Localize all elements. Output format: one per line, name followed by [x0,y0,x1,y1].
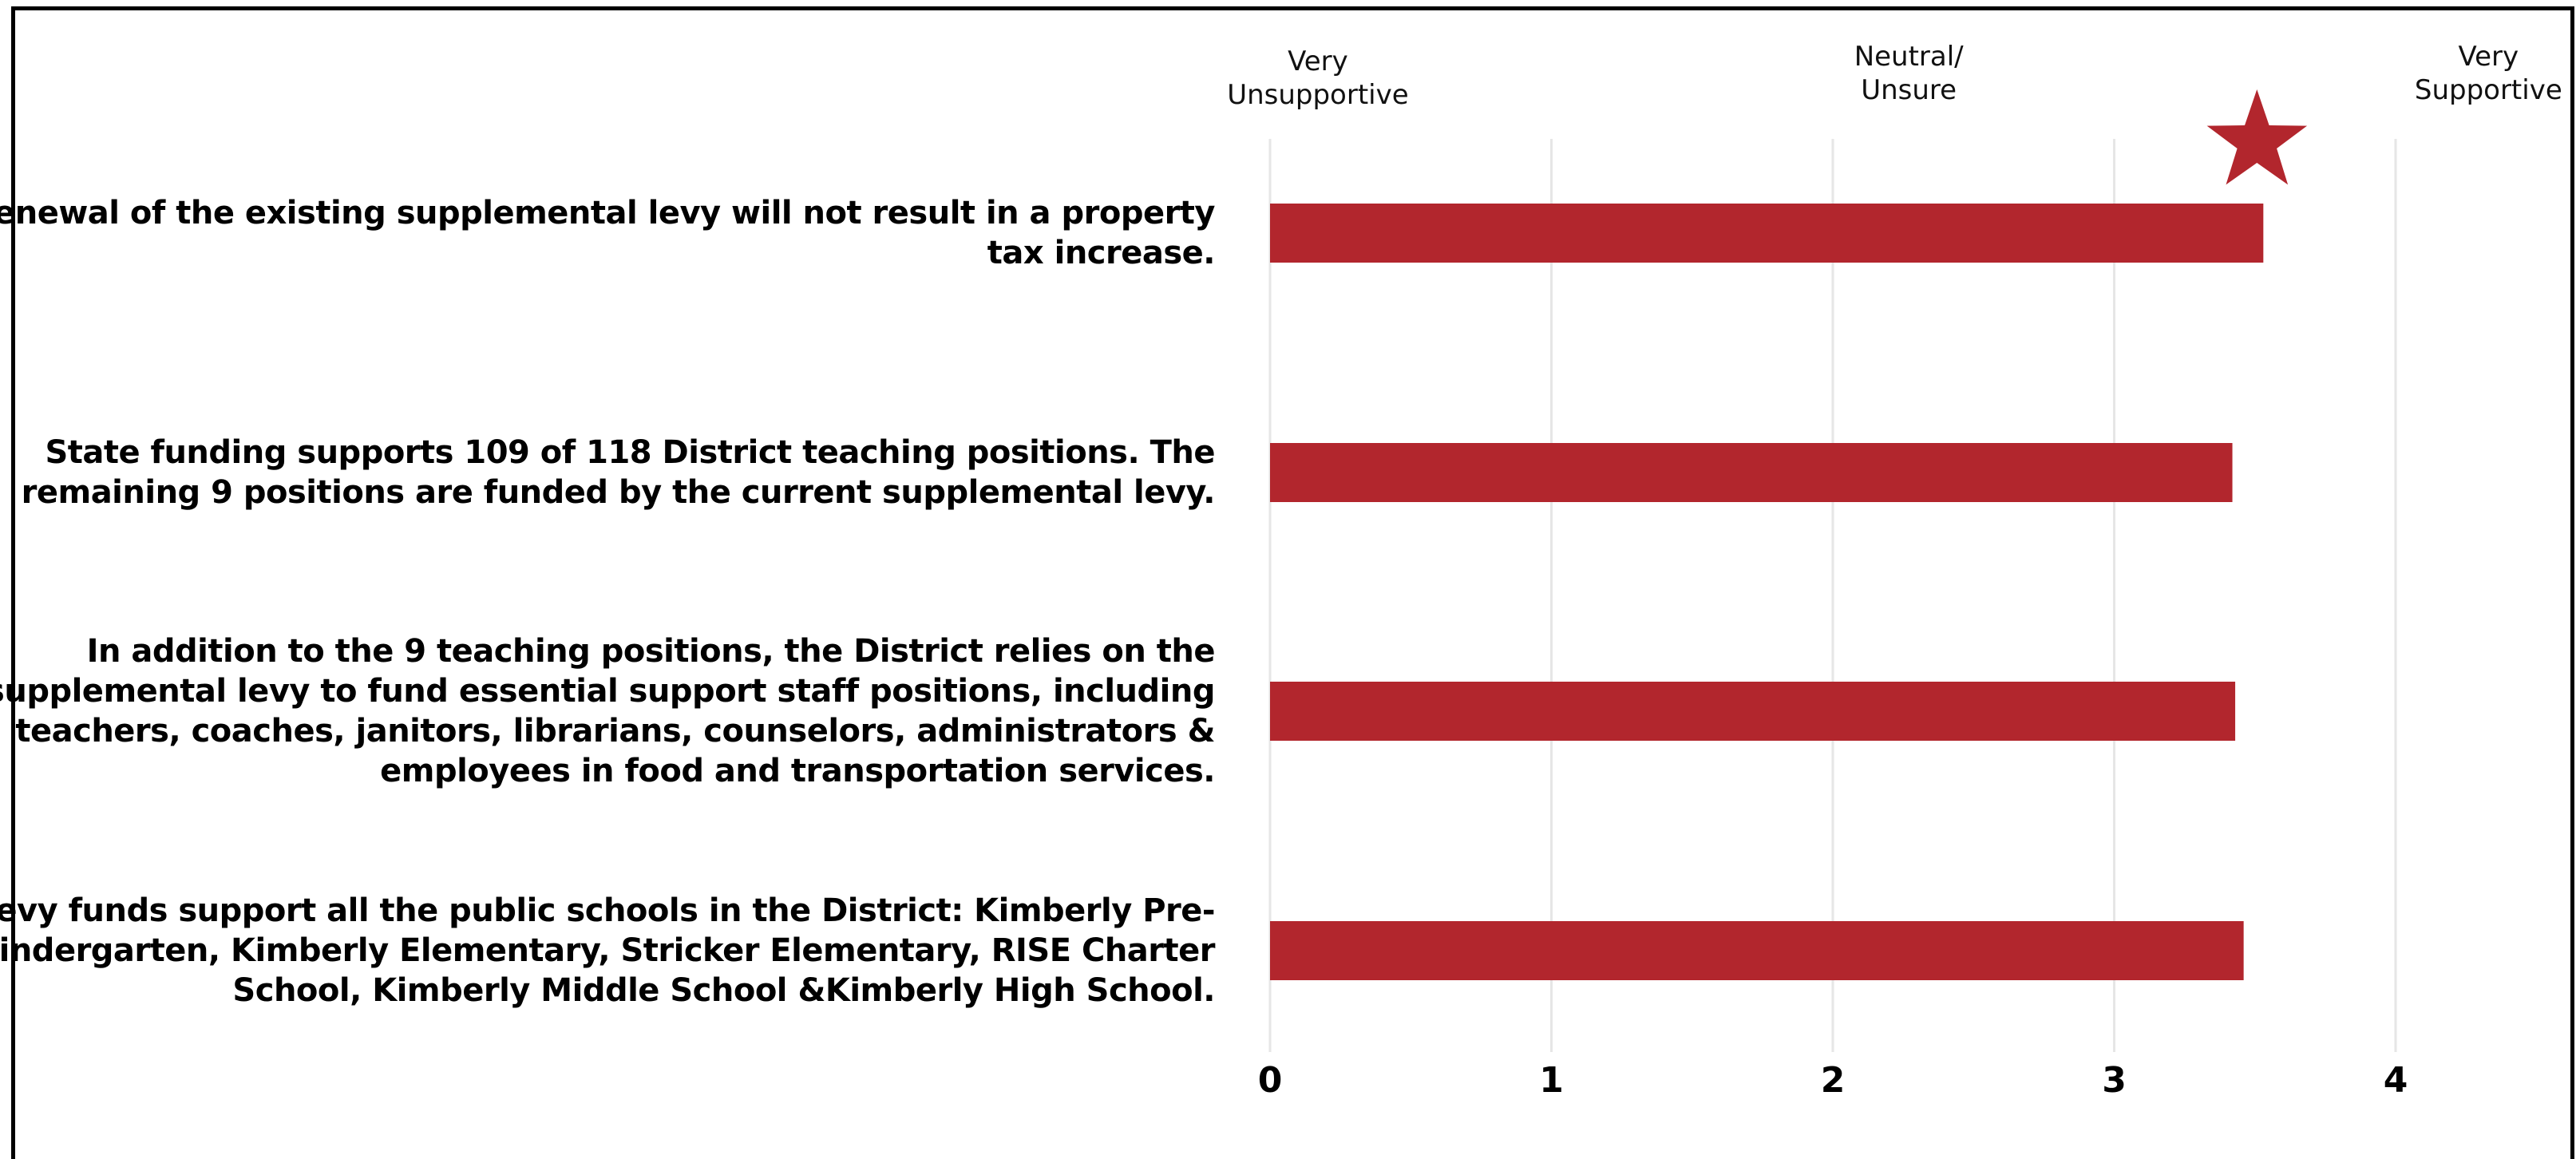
scale-label: Very Supportive [2414,41,2562,106]
bar [1270,682,2236,741]
category-label: Levy funds support all the public school… [0,892,1216,1009]
star-icon [2206,89,2308,185]
bar [1270,443,2233,502]
chart-frame [11,6,2574,1159]
category-label: In addition to the 9 teaching positions,… [0,633,1216,789]
x-tick-label: 4 [2383,1060,2408,1101]
category-label: State funding supports 109 of 118 Distri… [21,434,1216,511]
bar [1270,921,2244,980]
bar [1270,204,2264,263]
category-label: Renewal of the existing supplemental lev… [0,195,1216,271]
scale-label: Neutral/ Unsure [1854,41,1964,106]
x-tick-label: 1 [1539,1060,1564,1101]
x-tick-label: 2 [1820,1060,1846,1101]
x-tick-label: 3 [2102,1060,2127,1101]
scale-label: Very Unsupportive [1227,45,1409,111]
x-tick-label: 0 [1257,1060,1283,1101]
